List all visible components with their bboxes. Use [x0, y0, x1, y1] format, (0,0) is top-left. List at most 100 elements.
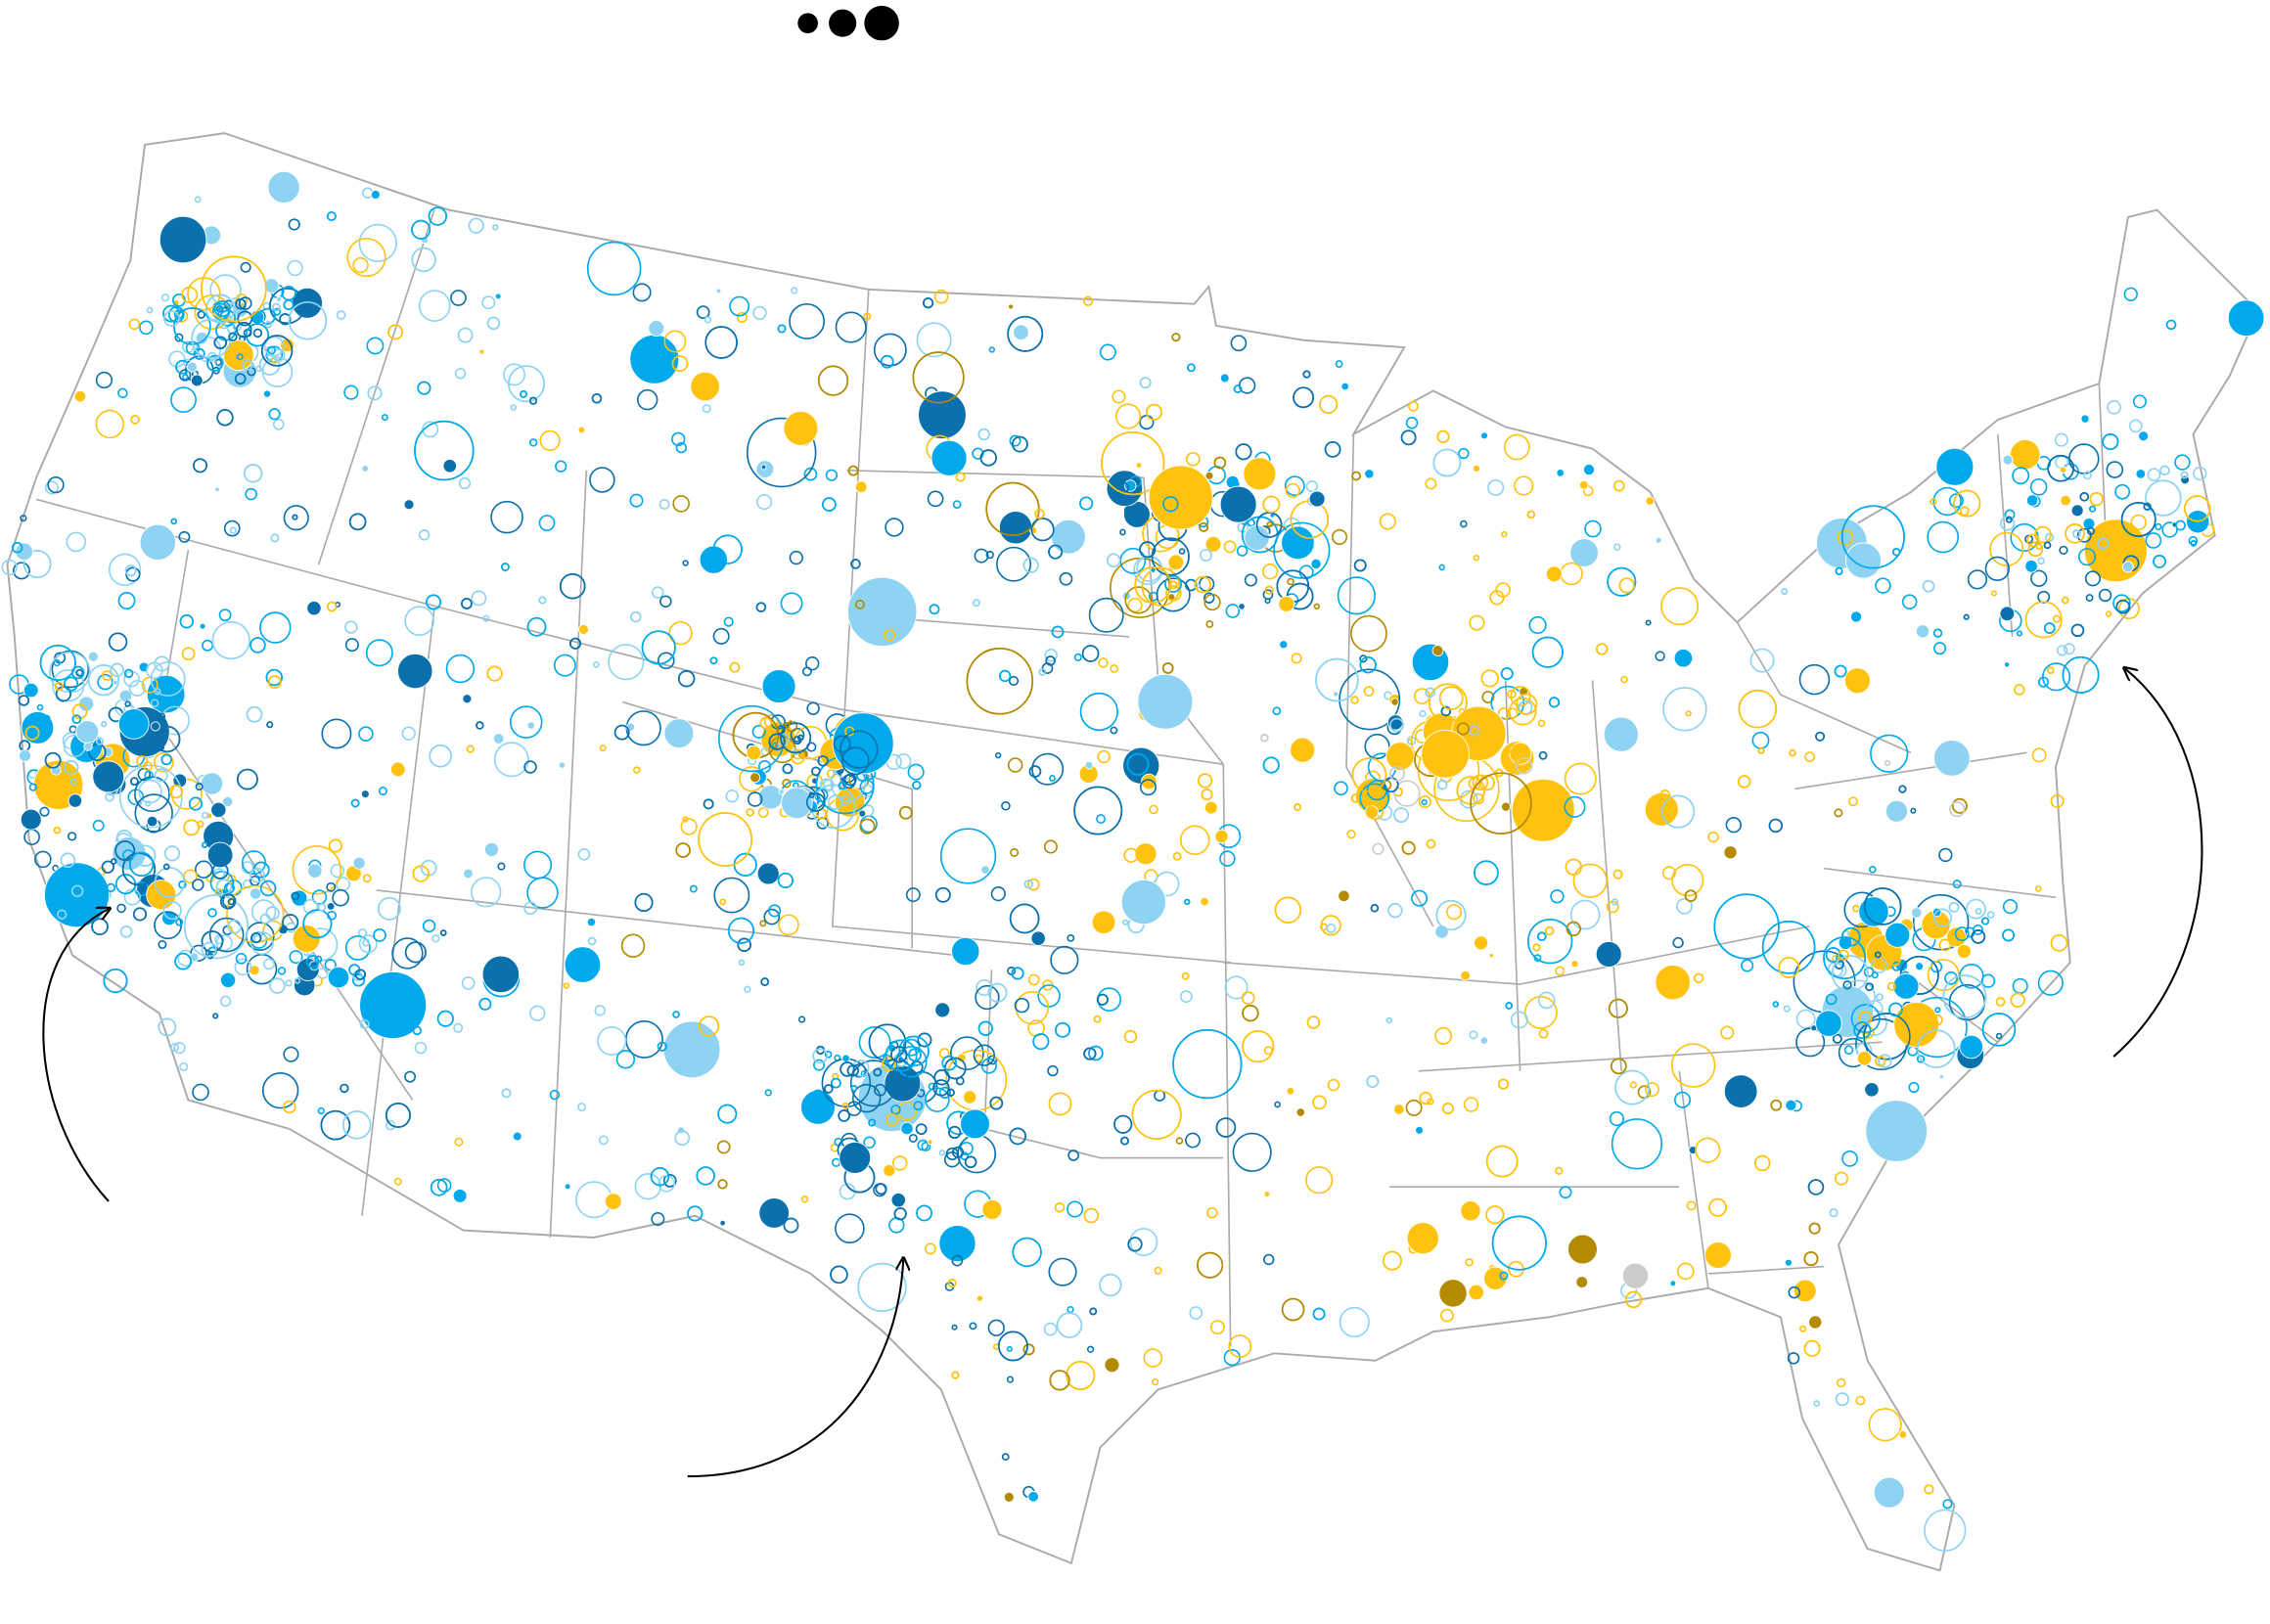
outlined-bubble	[422, 421, 439, 438]
outlined-bubble	[67, 832, 77, 841]
filled-bubble	[629, 334, 680, 384]
outlined-bubble	[1510, 1011, 1528, 1029]
outlined-bubble	[717, 1179, 728, 1190]
outlined-bubble	[1203, 593, 1221, 611]
outlined-bubble	[1320, 915, 1341, 936]
outlined-bubble	[1901, 594, 1918, 609]
outlined-bubble	[2054, 432, 2068, 447]
outlined-bubble	[365, 639, 393, 667]
outlined-bubble	[1888, 955, 1901, 967]
outlined-bubble	[292, 845, 342, 895]
outlined-bubble	[501, 1088, 512, 1099]
outlined-bubble	[439, 929, 447, 936]
outlined-bubble	[1967, 569, 1988, 590]
outlined-bubble	[1184, 898, 1191, 906]
outlined-bubble	[1501, 530, 1508, 538]
outlined-bubble	[712, 627, 730, 645]
outlined-bubble	[840, 730, 879, 769]
outlined-bubble	[1516, 693, 1538, 715]
outlined-bubble	[782, 763, 794, 775]
outlined-bubble	[1843, 1045, 1854, 1056]
outlined-bubble	[756, 494, 773, 511]
filled-bubble	[1570, 960, 1579, 969]
filled-bubble	[1279, 640, 1289, 650]
outlined-bubble	[736, 311, 748, 324]
outlined-bubble	[1015, 990, 1050, 1025]
outlined-bubble	[2034, 525, 2052, 544]
filled-bubble	[1483, 1266, 1508, 1290]
outlined-bubble	[1470, 772, 1532, 835]
outlined-bubble	[849, 1060, 897, 1107]
outlined-bubble	[2188, 535, 2199, 546]
outlined-bubble	[34, 850, 52, 869]
outlined-bubble	[170, 518, 178, 525]
outlined-bubble	[272, 418, 285, 430]
outlined-bubble	[1927, 520, 1960, 554]
outlined-bubble	[289, 950, 303, 965]
outlined-bubble	[990, 885, 1006, 902]
outlined-bubble	[2016, 630, 2023, 637]
outlined-bubble	[2076, 527, 2092, 543]
filled-bubble	[389, 761, 406, 778]
outlined-bubble	[2098, 588, 2112, 603]
outlined-bubble	[1645, 1082, 1659, 1098]
outlined-bubble	[526, 877, 559, 909]
outlined-bubble	[972, 599, 980, 608]
filled-bubble	[1135, 462, 1143, 469]
outlined-bubble	[1813, 1400, 1821, 1407]
outlined-bubble	[2077, 548, 2097, 566]
outlined-bubble	[1127, 597, 1143, 613]
outlined-bubble	[238, 296, 252, 310]
outlined-bubble	[613, 724, 630, 741]
outlined-bubble	[1073, 786, 1123, 835]
outlined-bubble	[1067, 933, 1075, 942]
outlined-bubble	[192, 879, 204, 891]
outlined-bubble	[1548, 697, 1561, 708]
outlined-bubble	[709, 656, 718, 665]
outlined-bubble	[2056, 645, 2068, 656]
outlined-bubble	[178, 880, 187, 889]
outlined-bubble	[1804, 751, 1815, 763]
outlined-bubble	[18, 695, 30, 706]
outlined-bubble	[377, 896, 401, 921]
outlined-bubble	[1834, 808, 1843, 818]
state-border	[1223, 925, 1810, 985]
outlined-bubble	[916, 322, 952, 358]
outlined-bubble	[351, 973, 366, 987]
outlined-bubble	[696, 305, 710, 320]
outlined-bubble	[939, 828, 997, 884]
outlined-bubble	[806, 701, 820, 715]
outlined-bubble	[768, 733, 786, 750]
outlined-bubble	[190, 944, 207, 962]
outlined-bubble	[181, 647, 196, 661]
outlined-bubble	[1963, 613, 1970, 620]
filled-bubble	[1595, 940, 1622, 968]
outlined-bubble	[658, 499, 670, 510]
outlined-bubble	[1351, 757, 1387, 792]
outlined-bubble	[843, 773, 857, 787]
outlined-bubble	[354, 969, 367, 980]
outlined-bubble	[1262, 756, 1280, 774]
outlined-bubble	[1014, 997, 1030, 1014]
outlined-bubble	[358, 934, 378, 954]
outlined-bubble	[266, 721, 274, 729]
outlined-bubble	[823, 1084, 834, 1094]
outlined-bubble	[1096, 814, 1107, 825]
filled-bubble	[749, 772, 761, 784]
outlined-bubble	[493, 742, 529, 778]
outlined-bubble	[117, 387, 128, 399]
outlined-bubble	[833, 735, 851, 753]
outlined-bubble	[1538, 1028, 1549, 1039]
outlined-bubble	[366, 337, 385, 355]
outlined-bubble	[1807, 1179, 1825, 1195]
outlined-bubble	[689, 884, 698, 893]
outlined-bubble	[757, 807, 769, 818]
outlined-bubble	[69, 778, 77, 786]
outlined-bubble	[68, 725, 77, 734]
filled-bubble	[1793, 1279, 1817, 1303]
outlined-bubble	[227, 898, 235, 906]
outlined-bubble	[1869, 865, 1877, 874]
outlined-bubble	[1235, 443, 1252, 461]
outlined-bubble	[1066, 1360, 1096, 1390]
outlined-bubble	[1186, 451, 1201, 467]
